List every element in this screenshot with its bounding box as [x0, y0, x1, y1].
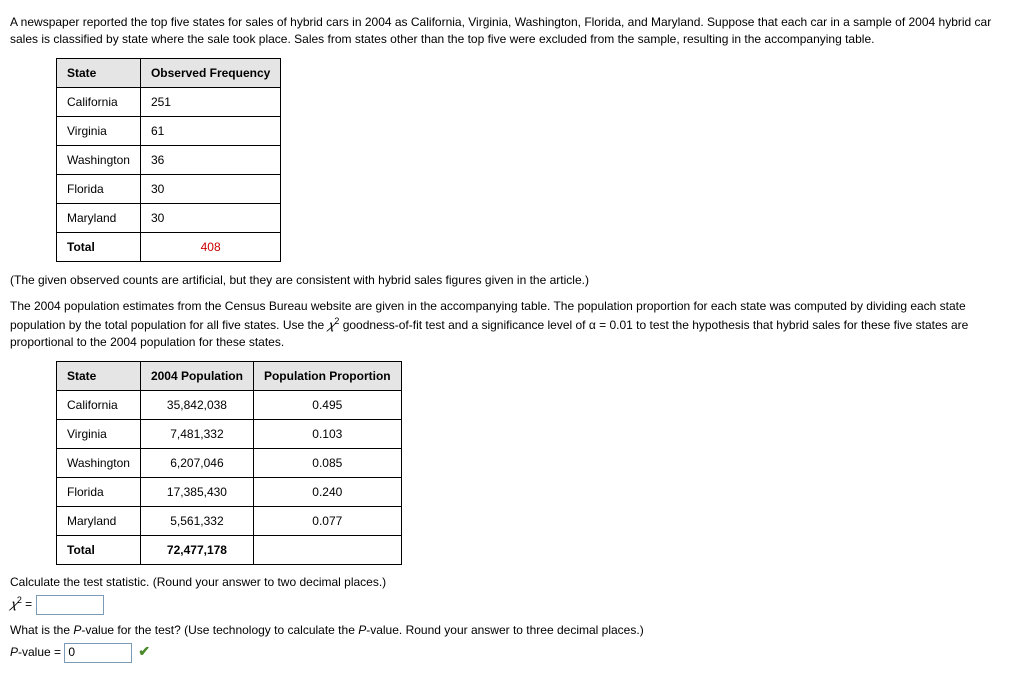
table-total-row: Total408 — [57, 232, 281, 261]
chi-symbol: 𝜒 — [10, 597, 17, 611]
population-table: State 2004 Population Population Proport… — [56, 361, 402, 565]
chi-squared-input-row: 𝜒2 = — [10, 595, 1014, 615]
table-total-row: Total72,477,178 — [57, 535, 402, 564]
table-row: California35,842,0380.495 — [57, 390, 402, 419]
pvalue-input-row: P-value = 0✔ — [10, 643, 1014, 663]
table-row: Washington36 — [57, 145, 281, 174]
table-row: Virginia7,481,3320.103 — [57, 419, 402, 448]
check-icon: ✔ — [138, 643, 150, 659]
pvalue-input[interactable]: 0 — [64, 643, 132, 663]
table-row: Maryland5,561,3320.077 — [57, 506, 402, 535]
t1-header-freq: Observed Frequency — [140, 58, 280, 87]
p-symbol: P — [10, 645, 18, 659]
hypothesis-paragraph: The 2004 population estimates from the C… — [10, 298, 1014, 350]
question-test-statistic: Calculate the test statistic. (Round you… — [10, 575, 1014, 589]
artificial-note: (The given observed counts are artificia… — [10, 272, 1014, 289]
table-row: Virginia61 — [57, 116, 281, 145]
question-pvalue: What is the P-value for the test? (Use t… — [10, 623, 1014, 637]
table-row: Washington6,207,0460.085 — [57, 448, 402, 477]
t2-header-prop: Population Proportion — [253, 361, 401, 390]
table-row: California251 — [57, 87, 281, 116]
t1-header-state: State — [57, 58, 141, 87]
observed-frequency-table: State Observed Frequency California251 V… — [56, 58, 281, 262]
table-row: Florida30 — [57, 174, 281, 203]
t2-header-state: State — [57, 361, 141, 390]
chi-squared-input[interactable] — [36, 595, 104, 615]
t2-header-pop: 2004 Population — [140, 361, 253, 390]
intro-paragraph: A newspaper reported the top five states… — [10, 14, 1014, 48]
table-row: Florida17,385,4300.240 — [57, 477, 402, 506]
table-row: Maryland30 — [57, 203, 281, 232]
